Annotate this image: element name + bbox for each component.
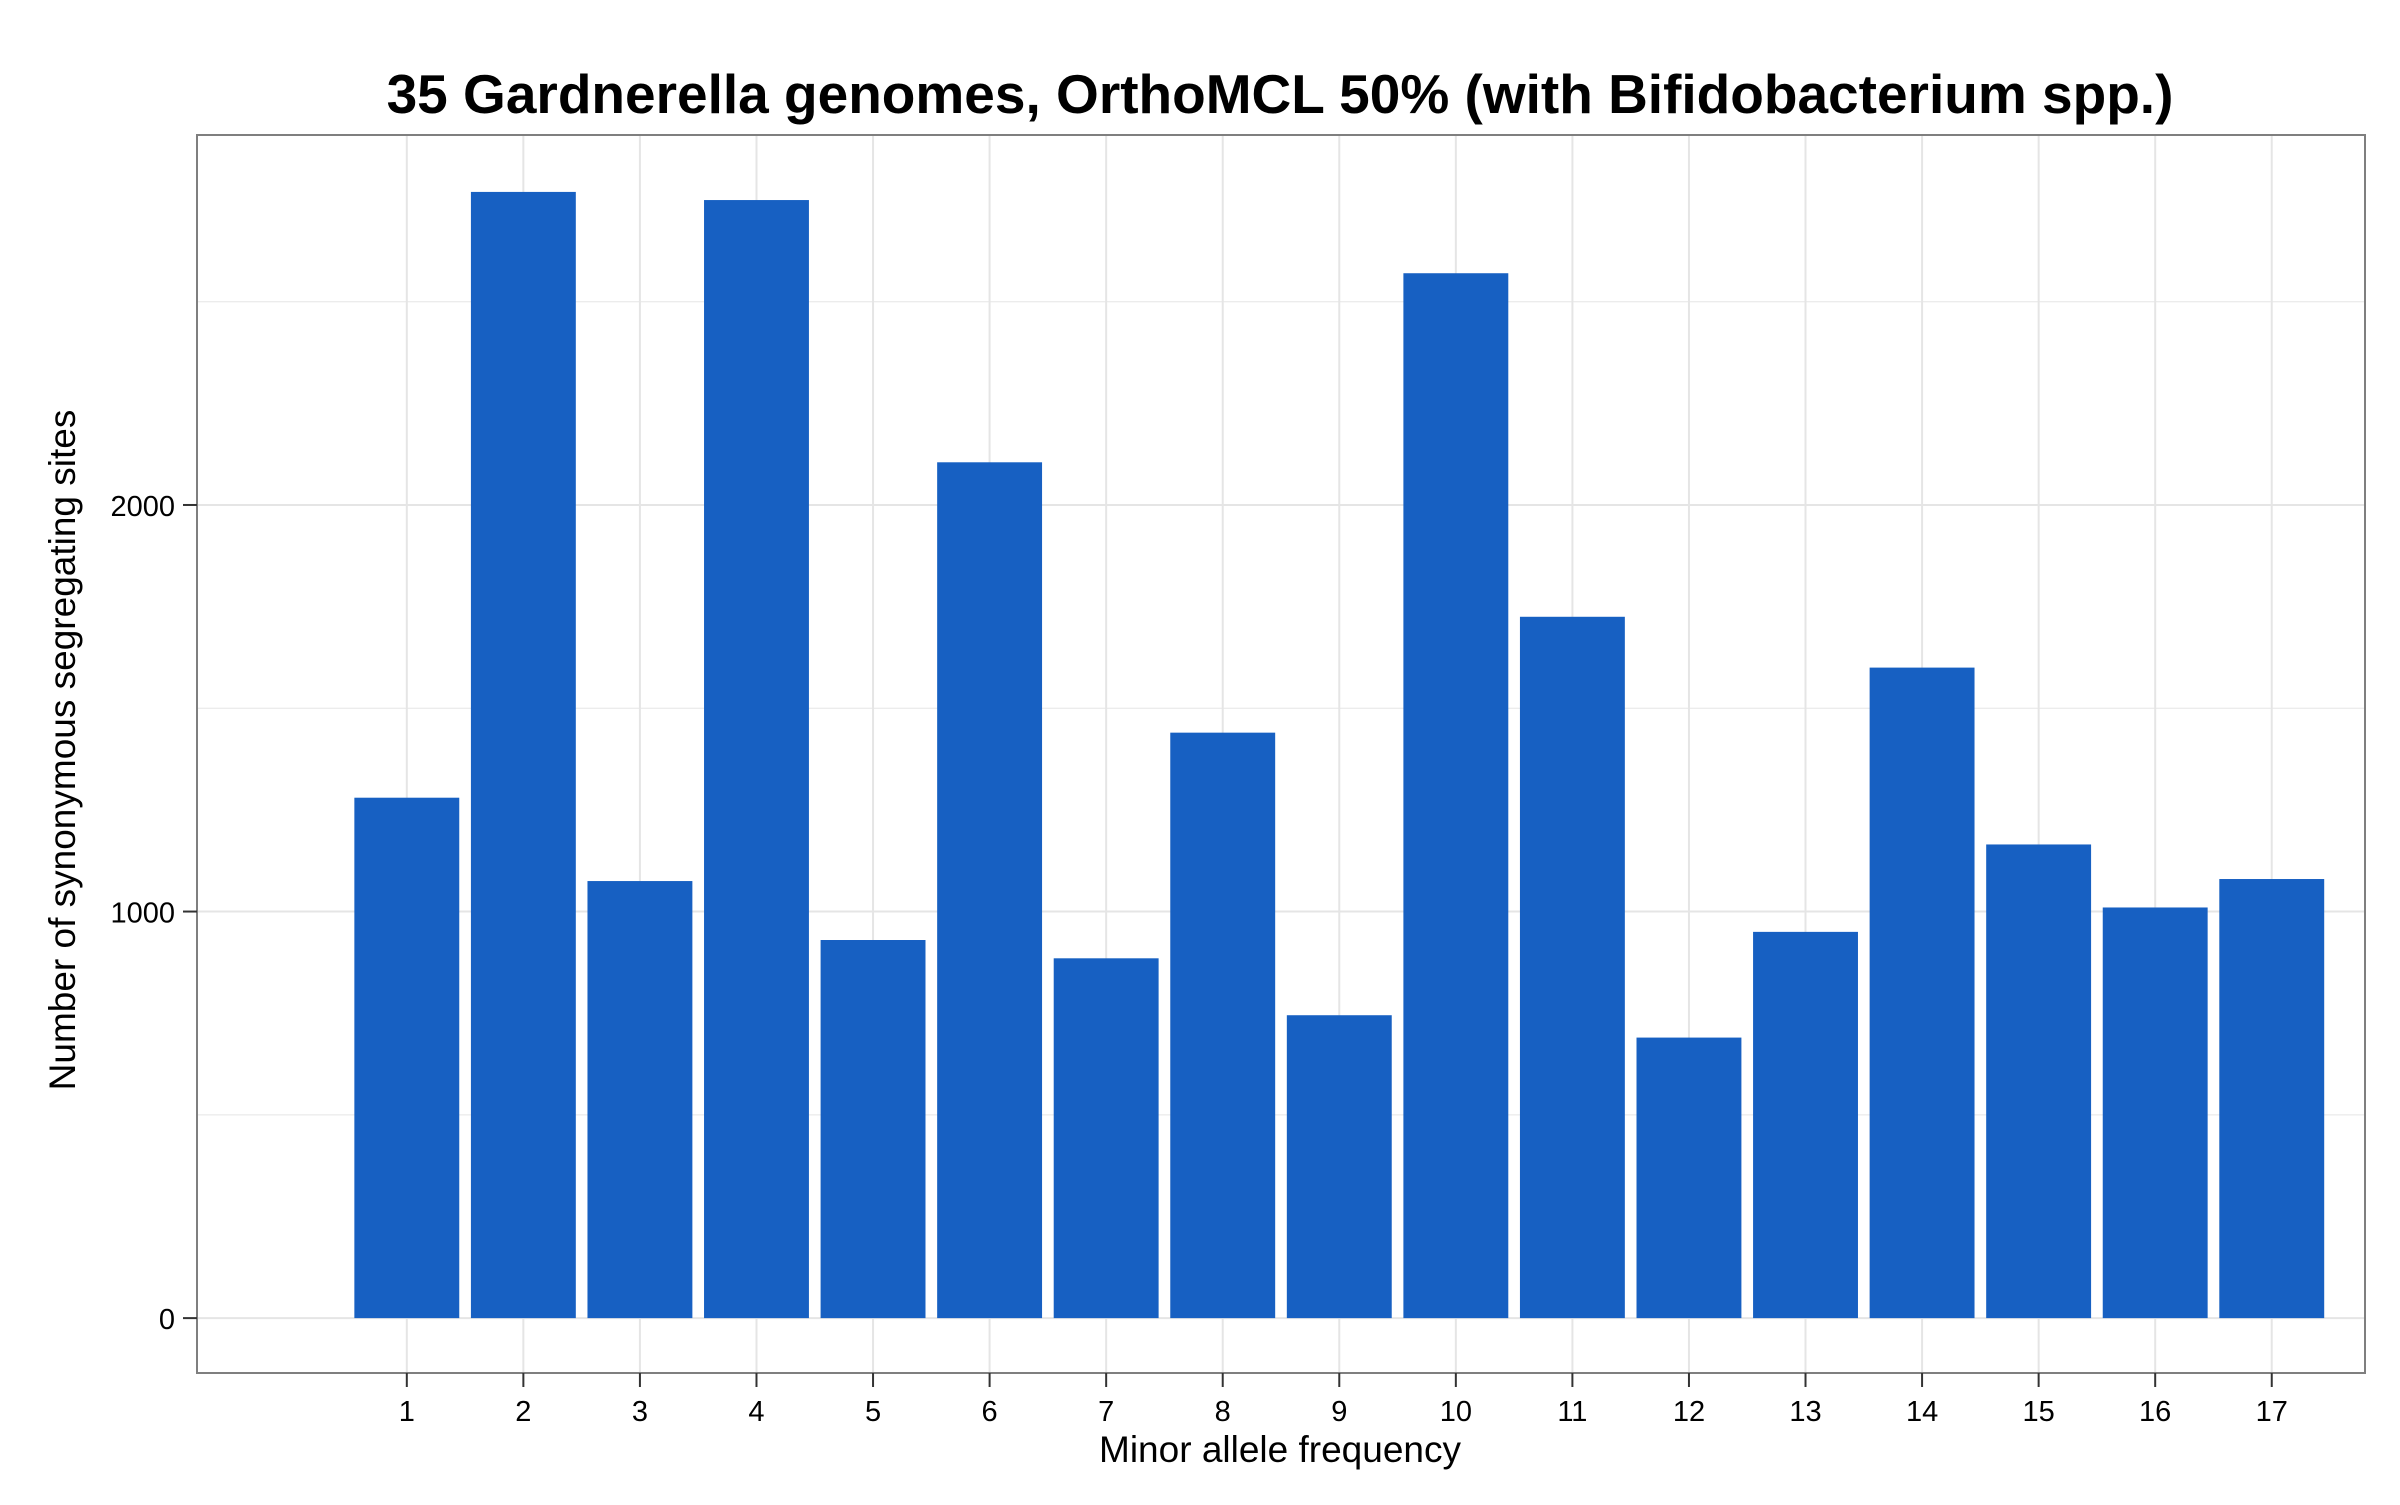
x-tick-label: 9 xyxy=(1331,1396,1347,1428)
y-tick-label: 1000 xyxy=(110,898,175,930)
x-tick-label: 7 xyxy=(1098,1396,1114,1428)
x-tick-label: 14 xyxy=(1906,1396,1938,1428)
bars xyxy=(354,191,2325,1319)
x-tick-label: 12 xyxy=(1673,1396,1705,1428)
bar-1 xyxy=(354,797,460,1319)
x-tick-label: 3 xyxy=(632,1396,648,1428)
bar-3 xyxy=(587,881,693,1319)
bar-15 xyxy=(1986,844,2092,1319)
x-tick-label: 1 xyxy=(399,1396,415,1428)
x-tick-label: 17 xyxy=(2256,1396,2288,1428)
x-tick-label: 6 xyxy=(982,1396,998,1428)
x-tick-label: 8 xyxy=(1215,1396,1231,1428)
bar-2 xyxy=(470,191,576,1319)
bar-14 xyxy=(1869,667,1975,1319)
bar-9 xyxy=(1286,1015,1392,1319)
x-tick-label: 11 xyxy=(1557,1396,1587,1428)
bar-10 xyxy=(1403,273,1509,1319)
bar-12 xyxy=(1636,1037,1742,1319)
y-tick-label: 2000 xyxy=(110,491,175,523)
x-tick-label: 2 xyxy=(515,1396,531,1428)
bar-4 xyxy=(704,200,809,1319)
x-tick-label: 13 xyxy=(1789,1396,1821,1428)
x-tick-label: 15 xyxy=(2023,1396,2055,1428)
x-tick-label: 5 xyxy=(865,1396,881,1428)
x-tick-label: 10 xyxy=(1440,1396,1472,1428)
plot-frame xyxy=(196,134,2366,1374)
bar-16 xyxy=(2102,907,2208,1319)
bar-6 xyxy=(937,462,1043,1319)
chart-title: 35 Gardnerella genomes, OrthoMCL 50% (wi… xyxy=(387,63,2174,125)
x-tick-label: 4 xyxy=(748,1396,764,1428)
bar-5 xyxy=(820,940,926,1319)
bar-7 xyxy=(1053,958,1159,1319)
bar-17 xyxy=(2219,879,2325,1319)
x-tick-label: 16 xyxy=(2139,1396,2171,1428)
bar-13 xyxy=(1753,931,1858,1319)
y-tick-label: 0 xyxy=(159,1304,175,1336)
y-axis-title: Number of synonymous segregating sites xyxy=(42,410,83,1091)
bar-8 xyxy=(1170,732,1276,1319)
bar-11 xyxy=(1519,616,1625,1319)
x-axis-title: Minor allele frequency xyxy=(1099,1429,1461,1470)
